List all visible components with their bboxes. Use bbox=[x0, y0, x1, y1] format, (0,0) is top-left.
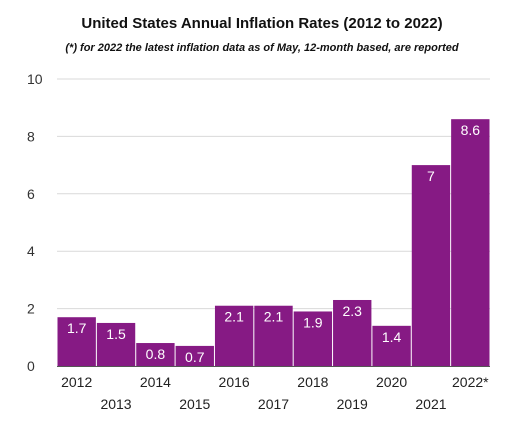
x-tick-label: 2017 bbox=[258, 396, 289, 412]
x-tick-label: 2019 bbox=[337, 396, 368, 412]
y-tick-label: 0 bbox=[27, 358, 35, 374]
bar-2015 bbox=[175, 345, 214, 366]
x-tick-label: 2014 bbox=[140, 374, 171, 390]
bar-2022 bbox=[451, 119, 490, 367]
y-tick-label: 8 bbox=[27, 128, 35, 144]
y-tick-label: 4 bbox=[27, 243, 35, 259]
bar-2017 bbox=[254, 305, 293, 366]
x-tick-label: 2020 bbox=[376, 374, 407, 390]
x-tick-label: 2021 bbox=[415, 396, 446, 412]
data-label: 7 bbox=[427, 168, 435, 184]
x-tick-label: 2012 bbox=[61, 374, 92, 390]
data-label: 2.3 bbox=[342, 303, 362, 319]
x-tick-label: 2013 bbox=[100, 396, 131, 412]
bar-2019 bbox=[333, 299, 372, 366]
bar-2016 bbox=[214, 305, 254, 366]
data-labels: 1.7 1.5 0.8 0.7 2.1 2.1 1.9 2.3 1.4 7 8.6 bbox=[67, 122, 480, 365]
data-label: 2.1 bbox=[224, 309, 244, 325]
bar-2021 bbox=[411, 165, 451, 366]
x-axis-ticks: 2012 2013 2014 2015 2016 2017 2018 2019 2020 2021… bbox=[61, 374, 489, 412]
data-label: 1.5 bbox=[106, 326, 126, 342]
data-label: 0.7 bbox=[185, 349, 205, 365]
bar-2014 bbox=[136, 343, 175, 366]
bars bbox=[57, 119, 490, 367]
data-label: 1.4 bbox=[382, 329, 402, 345]
y-axis-ticks: 0 2 4 6 8 10 bbox=[27, 71, 43, 374]
bar-2018 bbox=[293, 311, 333, 366]
bar-2013 bbox=[96, 322, 136, 366]
data-label: 0.8 bbox=[146, 346, 166, 362]
data-label: 8.6 bbox=[461, 122, 481, 138]
x-tick-label: 2016 bbox=[219, 374, 250, 390]
bar-2020 bbox=[372, 325, 411, 366]
bar-2012 bbox=[57, 317, 96, 366]
y-tick-label: 6 bbox=[27, 186, 35, 202]
y-tick-label: 10 bbox=[27, 71, 43, 87]
x-tick-label: 2015 bbox=[179, 396, 210, 412]
data-label: 1.7 bbox=[67, 320, 87, 336]
data-label: 1.9 bbox=[303, 314, 323, 330]
chart-title: United States Annual Inflation Rates (20… bbox=[81, 15, 442, 32]
x-tick-label: 2018 bbox=[297, 374, 328, 390]
x-tick-label: 2022* bbox=[452, 374, 489, 390]
chart-subtitle: (*) for 2022 the latest inflation data a… bbox=[65, 42, 459, 54]
data-label: 2.1 bbox=[264, 309, 284, 325]
y-tick-label: 2 bbox=[27, 301, 35, 317]
